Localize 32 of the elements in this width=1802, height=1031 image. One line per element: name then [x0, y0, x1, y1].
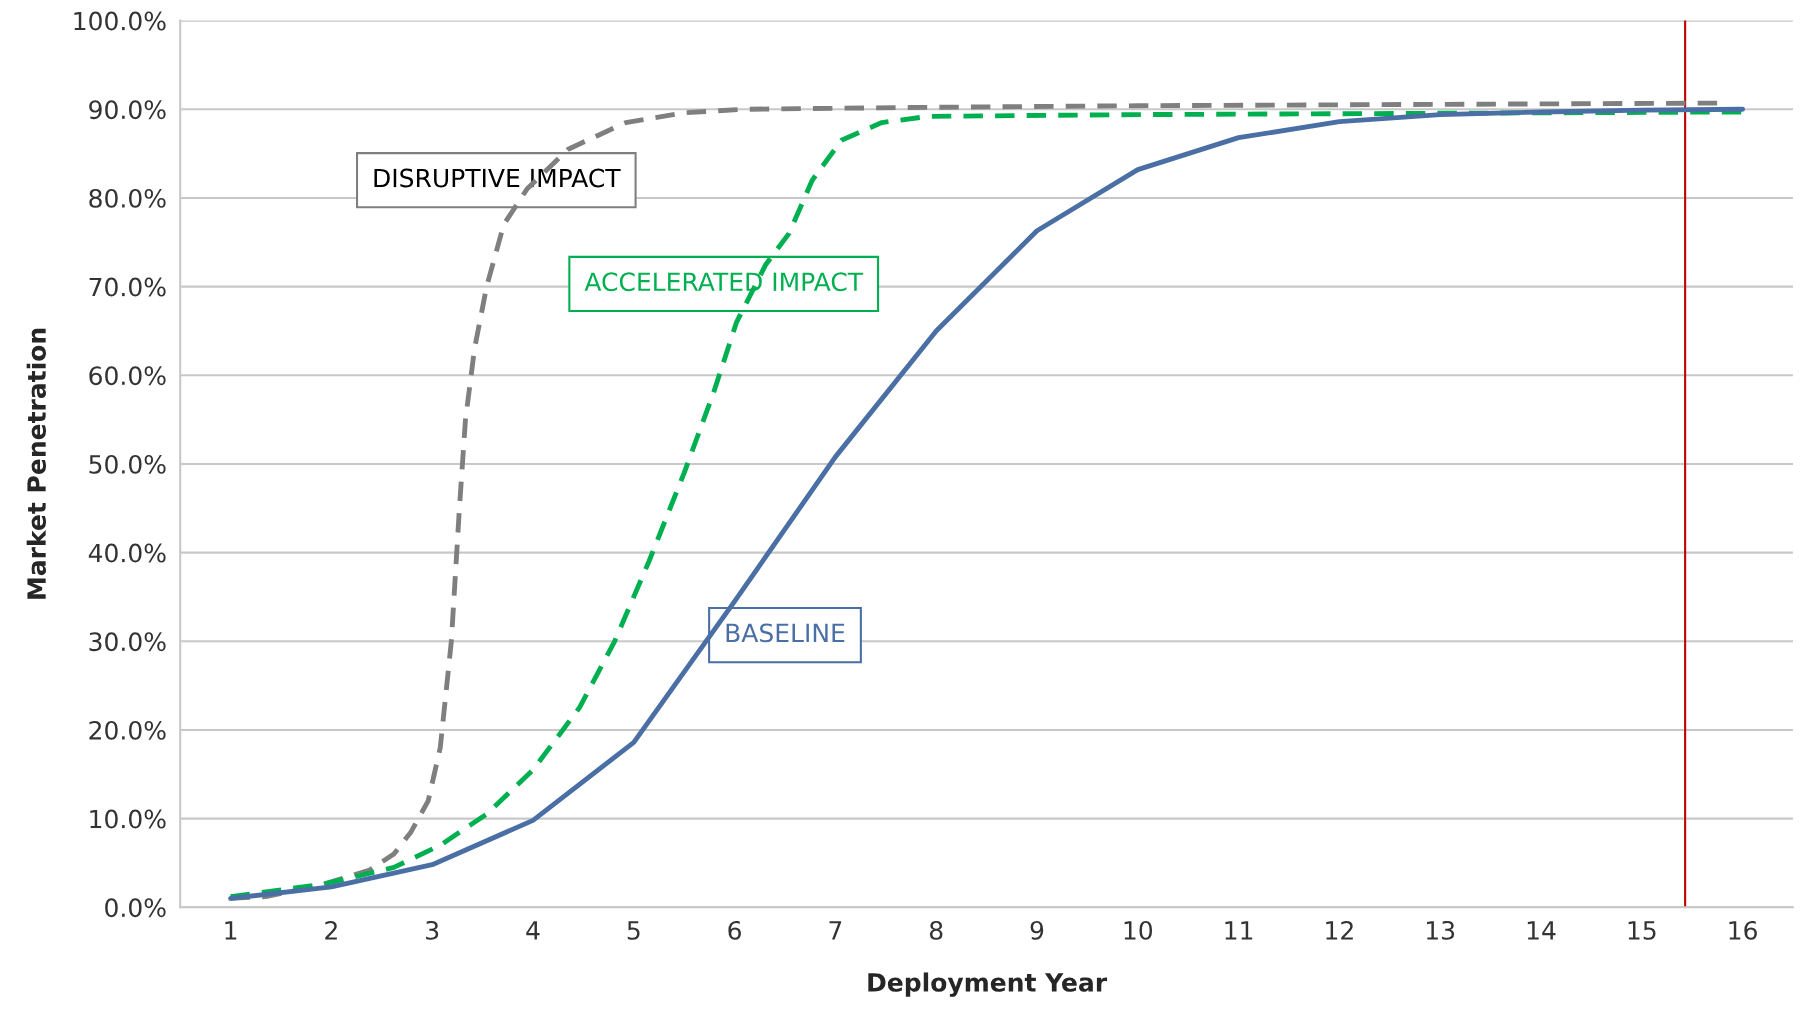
y-tick-label: 10.0% [90, 809, 166, 829]
y-tick-label: 0.0% [105, 898, 166, 918]
y-axis-title: Market Penetration [26, 328, 46, 599]
series-label: ACCELERATED IMPACT [584, 272, 864, 292]
y-tick-label: 20.0% [89, 720, 166, 740]
x-tick-label: 13 [1427, 920, 1455, 940]
x-tick-label: 16 [1729, 920, 1757, 940]
x-axis-title: Deployment Year [868, 972, 1108, 997]
x-tick-label: 4 [526, 921, 540, 940]
y-tick-label: 60.0% [89, 366, 166, 386]
y-tick-label: 70.0% [89, 277, 166, 297]
x-tick-label: 12 [1326, 920, 1353, 940]
x-tick-label: 6 [728, 920, 741, 940]
x-tick-label: 2 [325, 920, 337, 940]
x-tick-label: 9 [1030, 920, 1044, 940]
series-label: BASELINE [726, 623, 845, 643]
y-tick-label: 80.0% [89, 188, 166, 208]
x-tick-label: 11 [1225, 921, 1253, 940]
x-tick-label: 14 [1527, 921, 1556, 940]
y-tick-label: 90.0% [89, 100, 166, 120]
y-tick-label: 40.0% [88, 543, 166, 563]
x-tick-label: 3 [426, 920, 439, 940]
x-tick-label: 5 [627, 921, 640, 940]
x-tick-label: 7 [829, 921, 842, 940]
x-tick-label: 15 [1628, 921, 1656, 940]
x-tick-label: 1 [225, 921, 237, 940]
x-tick-label: 10 [1124, 920, 1153, 940]
y-tick-label: 50.0% [89, 454, 166, 474]
y-tick-label: 100.0% [74, 11, 166, 31]
x-tick-label: 8 [929, 920, 943, 940]
series-label: DISRUPTIVE IMPACT [374, 168, 621, 188]
y-tick-label: 30.0% [89, 632, 166, 652]
